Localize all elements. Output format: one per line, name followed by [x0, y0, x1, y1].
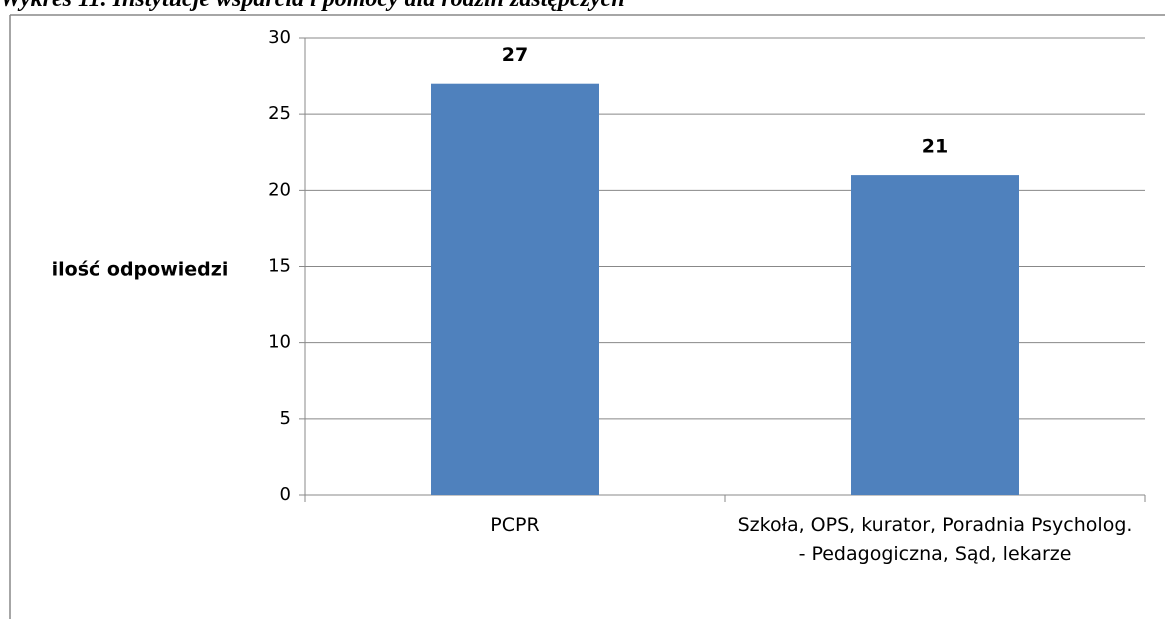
bar	[851, 175, 1019, 495]
y-tick-label: 0	[280, 484, 291, 505]
y-tick-label: 5	[280, 408, 291, 429]
bar	[431, 83, 599, 495]
data-label: 27	[502, 44, 528, 66]
y-axis-label: ilość odpowiedzi	[52, 259, 229, 281]
y-tick-label: 25	[268, 103, 291, 124]
y-tick-label: 15	[268, 256, 291, 277]
y-tick-label: 10	[268, 332, 291, 353]
y-tick-label: 20	[268, 179, 291, 200]
x-tick-label: PCPR	[490, 514, 540, 536]
data-label: 21	[922, 136, 948, 158]
chart-title: Wykres 11. Instytucje wsparcia i pomocy …	[0, 0, 625, 13]
x-tick-label: Szkoła, OPS, kurator, Poradnia Psycholog…	[737, 514, 1133, 565]
y-tick-label: 30	[268, 27, 291, 48]
